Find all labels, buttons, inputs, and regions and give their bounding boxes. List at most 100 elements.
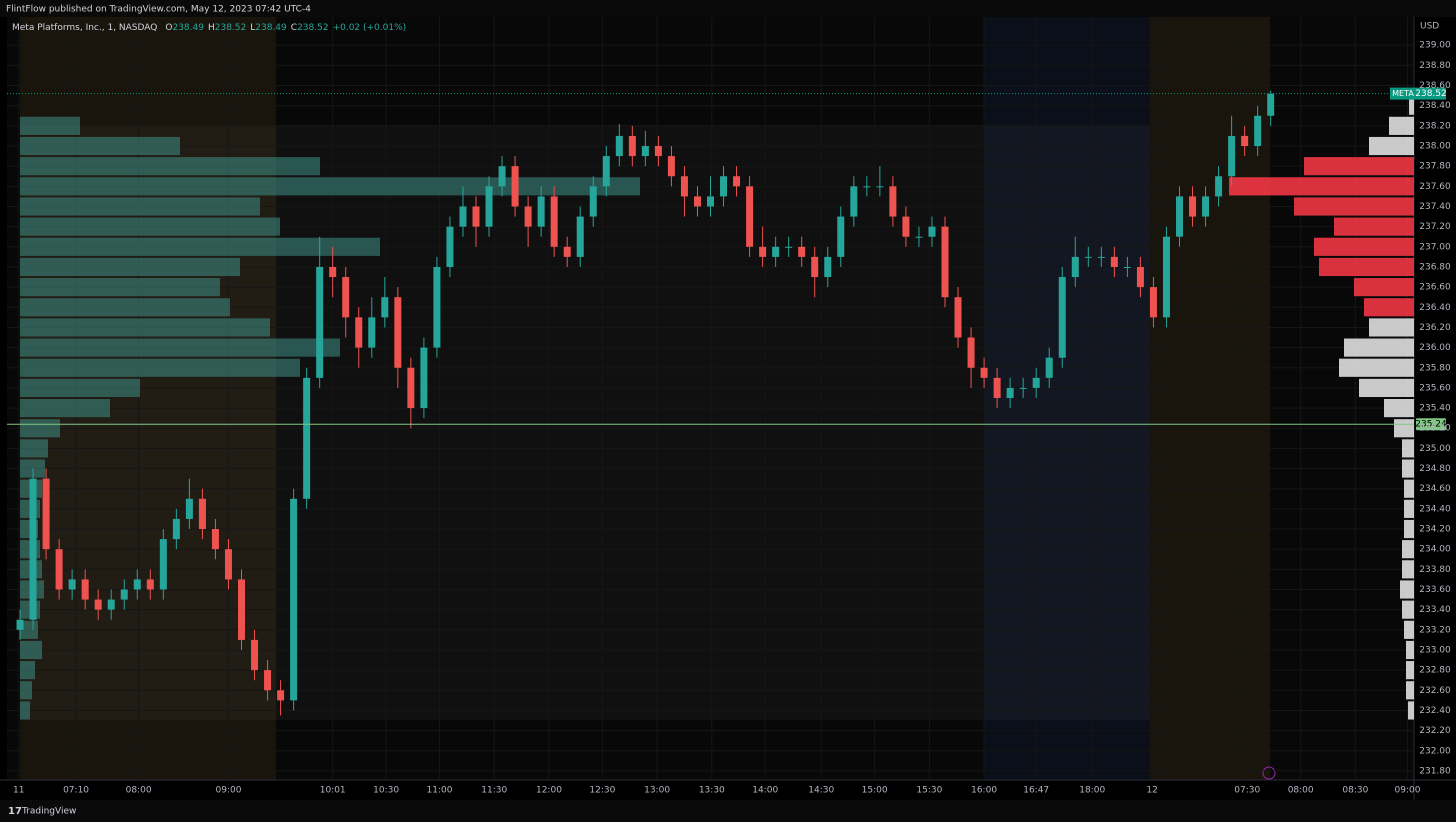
alert-icon[interactable] xyxy=(1262,766,1276,780)
volume-profile-bar xyxy=(20,378,140,397)
candle-body xyxy=(198,498,206,530)
y-tick-label: 235.40 xyxy=(1419,404,1451,414)
x-tick-label: 12:00 xyxy=(536,786,562,796)
ohlc-value: 238.52 xyxy=(215,23,247,33)
x-tick-label: 07:30 xyxy=(1234,786,1260,796)
ohlc-key: H xyxy=(208,23,215,33)
x-tick-label: 07:10 xyxy=(63,786,89,796)
ohlc-value: 238.49 xyxy=(255,23,287,33)
volume-profile-bar xyxy=(20,257,240,277)
ohlc-key: L xyxy=(250,23,255,33)
candle-body xyxy=(211,529,219,550)
candle-body xyxy=(1254,115,1262,147)
y-tick-label: 236.60 xyxy=(1419,283,1451,293)
volume-profile-bar xyxy=(1389,116,1414,135)
candle-body xyxy=(81,579,89,600)
candle-body xyxy=(941,226,949,298)
volume-profile-bar xyxy=(1334,217,1414,236)
x-tick-label: 14:30 xyxy=(808,786,834,796)
header-bar xyxy=(0,0,1456,17)
candle-body xyxy=(133,579,141,590)
volume-profile-bar xyxy=(1404,620,1414,639)
y-tick-label: 231.80 xyxy=(1419,766,1451,776)
candle-body xyxy=(368,317,376,348)
candle-body xyxy=(1136,266,1144,288)
candle-body xyxy=(954,297,962,338)
volume-profile-bar xyxy=(1364,298,1414,317)
volume-profile-bar xyxy=(1404,499,1414,518)
candle-body xyxy=(107,599,115,610)
candle-body xyxy=(1267,93,1275,116)
x-tick-label: 18:00 xyxy=(1079,786,1105,796)
brand: TradingView xyxy=(21,807,76,817)
symbol-tag xyxy=(1390,87,1416,100)
volume-profiles xyxy=(20,96,1414,720)
candle-body xyxy=(146,579,154,590)
y-tick-label: 234.60 xyxy=(1419,484,1451,494)
x-tick-label: 11:30 xyxy=(481,786,507,796)
candle-body xyxy=(980,367,988,378)
candle-body xyxy=(1006,387,1014,398)
x-tick-label: 16:00 xyxy=(971,786,997,796)
candle-body xyxy=(29,478,37,620)
y-tick-label: 235.80 xyxy=(1419,363,1451,373)
candle-body xyxy=(16,619,24,630)
volume-profile-bar xyxy=(20,157,320,176)
candle-body xyxy=(459,206,467,227)
candle-body xyxy=(511,166,519,207)
y-tick-label: 235.00 xyxy=(1419,444,1451,454)
x-tick-label: 11 xyxy=(13,786,24,796)
y-tick-label: 236.00 xyxy=(1419,343,1451,353)
x-tick-label: 08:30 xyxy=(1342,786,1368,796)
x-tick-label: 08:00 xyxy=(126,786,152,796)
volume-profile-bar xyxy=(1406,681,1414,700)
ohlc-key: O xyxy=(165,23,172,33)
candle-body xyxy=(589,186,597,217)
candle-body xyxy=(785,246,793,248)
legend: Meta Platforms, Inc., 1, NASDAQ O 238.49 H2… xyxy=(12,23,406,33)
ohlc-key: C xyxy=(291,23,297,33)
y-tick-label: 234.40 xyxy=(1419,504,1451,514)
candle-body xyxy=(798,246,806,257)
volume-profile-bar xyxy=(1402,439,1414,458)
candle-body xyxy=(1228,135,1236,177)
volume-profile-bar xyxy=(1400,580,1414,599)
candle-body xyxy=(967,337,975,368)
volume-profile-bar xyxy=(20,640,42,660)
x-tick-label: 15:30 xyxy=(916,786,942,796)
x-tick-label: 10:30 xyxy=(373,786,399,796)
logo-mark: 17 xyxy=(8,806,22,817)
candle-body xyxy=(55,549,63,590)
y-tick-label: 239.00 xyxy=(1419,41,1451,51)
volume-profile-bar xyxy=(20,116,80,135)
candle-body xyxy=(824,256,832,278)
volume-profile-bar xyxy=(1294,197,1414,216)
x-tick-label: 14:00 xyxy=(752,786,778,796)
price-tag xyxy=(1416,418,1446,431)
candle-body xyxy=(733,176,741,187)
y-tick-label: 236.40 xyxy=(1419,303,1451,313)
candle-body xyxy=(667,156,675,177)
candle-body xyxy=(1045,357,1053,378)
candle-body xyxy=(537,196,545,227)
volume-profile-bar xyxy=(1314,237,1414,256)
volume-profile-bar xyxy=(20,136,180,156)
candle-body xyxy=(264,670,272,691)
candle-body xyxy=(746,186,754,247)
symbol: Meta Platforms, Inc., 1, NASDAQ xyxy=(12,23,157,33)
candle-body xyxy=(524,206,532,227)
candle-body xyxy=(1162,236,1170,318)
y-tick-label: 233.20 xyxy=(1419,625,1451,635)
y-tick-label: 237.60 xyxy=(1419,182,1451,192)
candle-body xyxy=(993,377,1001,398)
volume-profile-bar xyxy=(20,419,60,438)
price-axis xyxy=(1414,17,1456,800)
candle-body xyxy=(94,599,102,610)
candle-body xyxy=(1097,256,1105,258)
volume-profile-bar xyxy=(20,197,260,216)
x-tick-label: 12 xyxy=(1146,786,1157,796)
x-tick-label: 09:00 xyxy=(216,786,242,796)
candle-body xyxy=(329,266,337,278)
x-tick-label: 13:00 xyxy=(644,786,670,796)
